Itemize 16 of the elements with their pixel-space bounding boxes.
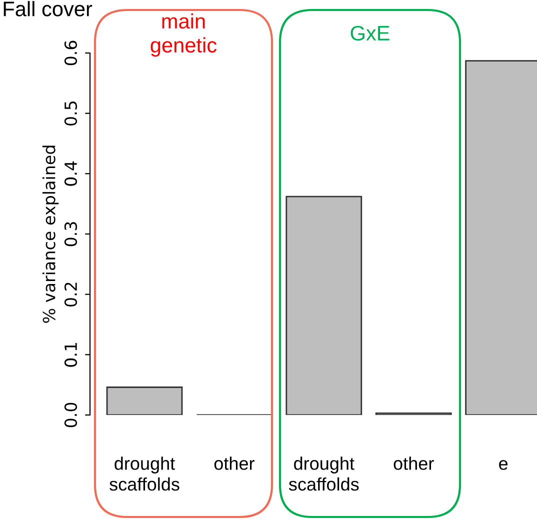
y-tick-label: 0.3 [64, 222, 78, 246]
x-tick-label: drought scaffolds [288, 456, 359, 491]
text: GxE [350, 26, 390, 41]
x-tick-label: e [499, 460, 508, 470]
annotation: main genetic [150, 13, 217, 57]
y-tick-label: 0.5 [64, 102, 78, 126]
y-tick-label: 0.6 [64, 40, 78, 66]
x-tick-label: other [394, 456, 434, 470]
y-axis-title: % variance explained [42, 146, 59, 323]
chart-title: Fall cover [4, 1, 92, 16]
y-tick-label: 0.0 [64, 402, 78, 428]
x-tick-label: other [214, 456, 254, 470]
y-tick-label: 0.2 [64, 282, 78, 306]
x-tick-label: drought scaffolds [110, 456, 180, 491]
y-tick-label: 0.4 [64, 161, 78, 186]
y-tick-label: 0.1 [64, 342, 78, 367]
